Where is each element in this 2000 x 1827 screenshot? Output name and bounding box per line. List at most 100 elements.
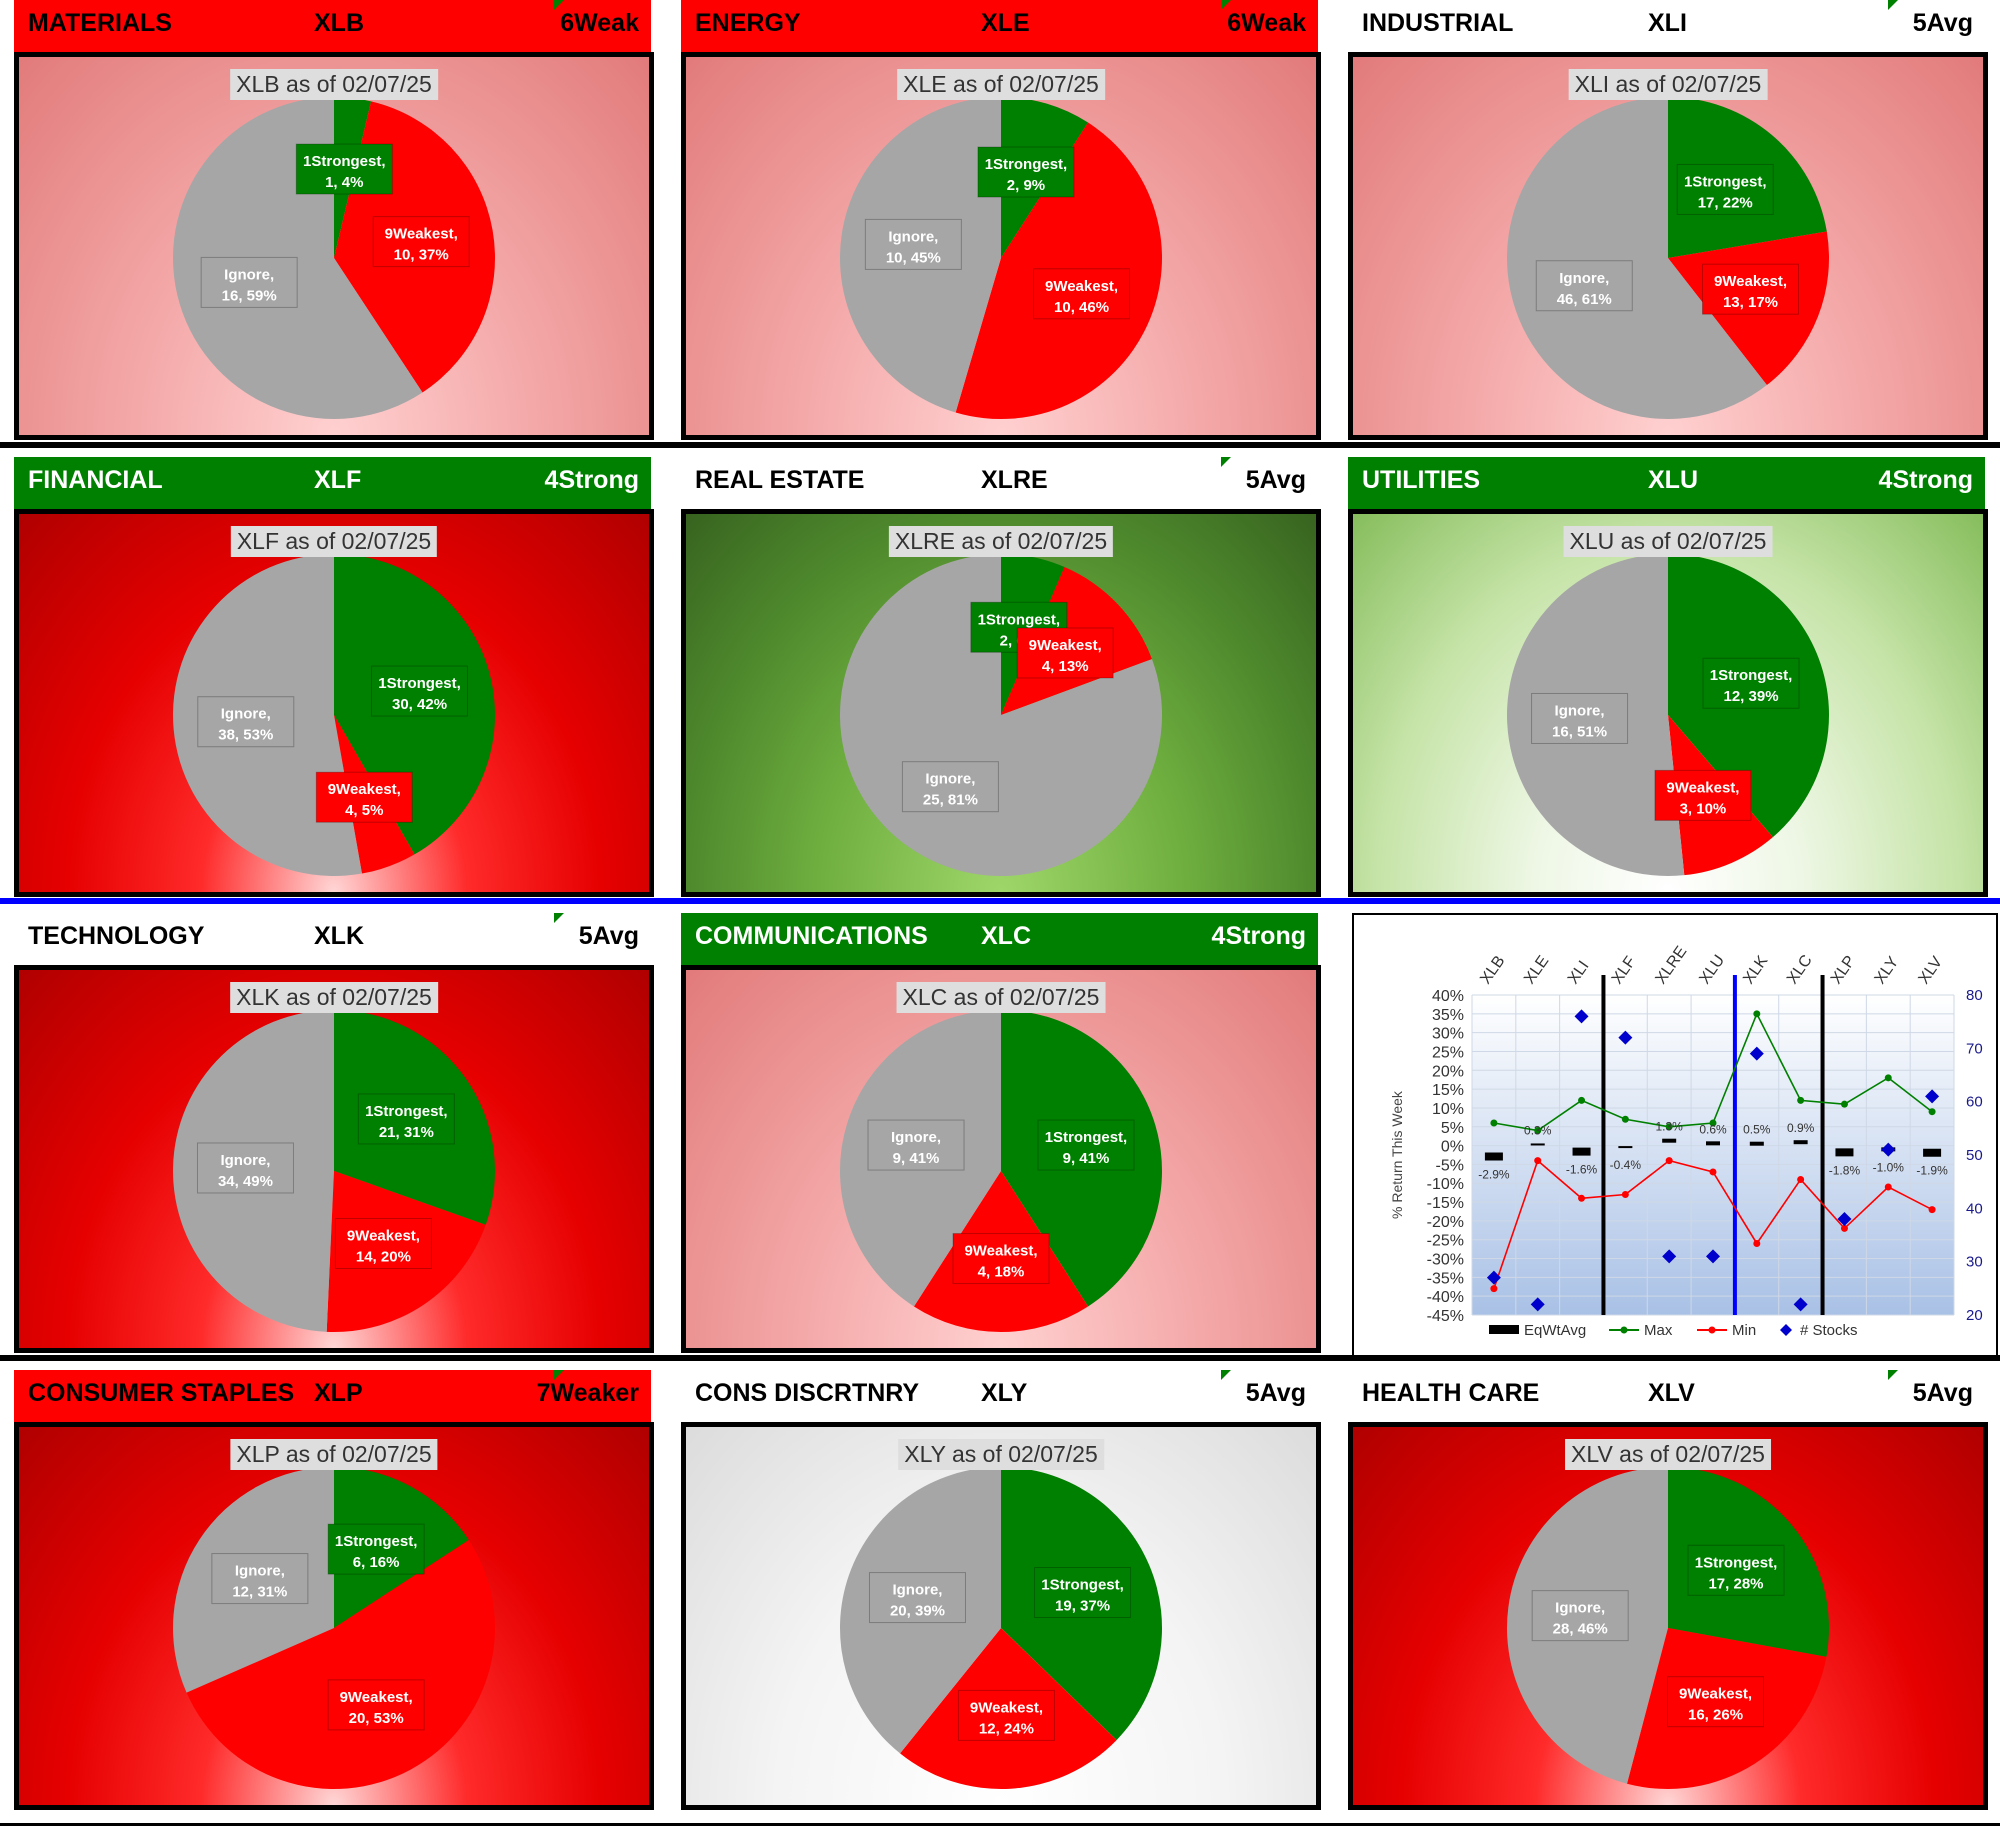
label-strongest: 1Strongest, 9, 41% — [1037, 1119, 1135, 1171]
eqwtavg-marker — [1706, 1141, 1720, 1146]
label-value: 10, 45% — [886, 249, 941, 266]
label-weakest: 9Weakest, 10, 37% — [372, 216, 470, 268]
max-series-point — [1534, 1127, 1542, 1135]
sector-name: HEALTH CARE — [1362, 1379, 1540, 1407]
label-box — [1033, 268, 1131, 320]
label-value: 19, 37% — [1055, 1597, 1110, 1614]
min-series-point — [1665, 1157, 1673, 1165]
comment-marker — [554, 1370, 564, 1380]
row-separator-3 — [0, 1355, 2000, 1361]
pie-chart-box: 1Strongest, 21, 31% 9Weakest, 14, 20% Ignore… — [14, 965, 654, 1353]
label-box — [1667, 1676, 1765, 1728]
eqwtavg-marker — [1923, 1148, 1942, 1157]
y-tick-label: 15% — [1432, 1082, 1464, 1099]
stocks-marker — [1618, 1030, 1633, 1045]
eqwtavg-marker — [1749, 1141, 1764, 1146]
label-category: 9Weakest, — [385, 226, 458, 243]
label-category: 1Strongest, — [1695, 1554, 1778, 1571]
label-weakest: 9Weakest, 20, 53% — [327, 1679, 425, 1731]
rating-label: 6Weak — [1227, 9, 1306, 37]
category-label: XLK — [1740, 953, 1771, 988]
rating-label: 5Avg — [1912, 9, 1973, 37]
min-series-point — [1928, 1206, 1936, 1214]
label-ignore: Ignore, 34, 49% — [196, 1142, 294, 1194]
label-value: 1, 4% — [325, 174, 363, 191]
pie-chart-xlk: 1Strongest, 21, 31% 9Weakest, 14, 20% Ignore… — [172, 1010, 496, 1332]
panel-header: REAL ESTATE XLRE 5Avg — [681, 457, 1318, 509]
label-weakest: 9Weakest, 14, 20% — [334, 1217, 432, 1269]
legend-min-dot — [1708, 1326, 1716, 1334]
panel-xlv: HEALTH CARE XLV 5Avg 1Strongest, 17, 28% 9Wea… — [1334, 1370, 1988, 1810]
label-box — [1531, 1590, 1629, 1642]
panel-xlf: FINANCIAL XLF 4Strong 1Strongest, 30, 42% 9We… — [0, 457, 654, 897]
eqwtavg-label: -1.0% — [1873, 1160, 1905, 1174]
eqwtavg-label: 0.5% — [1743, 1123, 1771, 1137]
label-category: 1Strongest, — [1045, 1129, 1128, 1146]
label-box — [327, 1523, 425, 1575]
legend-stocks-label: # Stocks — [1800, 1322, 1858, 1339]
label-category: 1Strongest, — [978, 611, 1061, 628]
label-ignore: Ignore, 9, 41% — [867, 1119, 965, 1171]
category-label: XLC — [1784, 952, 1816, 987]
label-category: Ignore, — [1555, 702, 1605, 719]
category-label: XLV — [1915, 953, 1946, 987]
y-tick-label: 35% — [1432, 1007, 1464, 1024]
label-category: Ignore, — [221, 706, 271, 723]
pie-chart-box: 1Strongest, 6, 16% 9Weakest, 20, 53% Ignore,… — [14, 1422, 654, 1810]
label-value: 17, 22% — [1698, 194, 1753, 211]
sector-name: COMMUNICATIONS — [695, 922, 928, 950]
label-value: 38, 53% — [218, 727, 273, 744]
label-value: 3, 10% — [1680, 800, 1727, 817]
legend-max-dot — [1620, 1326, 1628, 1334]
y-tick-label: 10% — [1432, 1101, 1464, 1118]
rating-label: 5Avg — [1245, 466, 1306, 494]
label-value: 17, 28% — [1708, 1575, 1763, 1592]
legend-eqwtavg-label: EqWtAvg — [1524, 1322, 1586, 1339]
max-series-point — [1490, 1119, 1498, 1127]
pie-chart-xly: 1Strongest, 19, 37% 9Weakest, 12, 24% Ignore… — [840, 1467, 1162, 1789]
eqwtavg-marker — [1572, 1147, 1591, 1156]
label-value: 12, 31% — [232, 1584, 287, 1601]
label-box — [1016, 627, 1114, 679]
y2-tick-label: 50 — [1966, 1147, 1983, 1164]
max-series-point — [1665, 1123, 1673, 1131]
sector-name: FINANCIAL — [28, 466, 163, 494]
comment-marker — [1221, 1370, 1231, 1380]
panel-header: ENERGY XLE 6Weak — [681, 0, 1318, 52]
stocks-marker — [1793, 1297, 1808, 1312]
ticker-symbol: XLE — [981, 9, 1030, 37]
label-value: 4, 18% — [978, 1264, 1025, 1281]
eqwtavg-marker — [1835, 1148, 1854, 1157]
panel-xli: INDUSTRIAL XLI 5Avg 1Strongest, 17, 22% 9Weak… — [1334, 0, 1988, 440]
ticker-symbol: XLB — [314, 9, 364, 37]
label-value: 25, 81% — [923, 792, 978, 809]
label-ignore: Ignore, 10, 45% — [864, 218, 962, 270]
label-category: 1Strongest, — [378, 675, 461, 692]
label-value: 2, 9% — [1007, 177, 1045, 194]
y-tick-label: -40% — [1427, 1289, 1464, 1306]
min-series-point — [1840, 1224, 1848, 1232]
label-category: 9Weakest, — [1666, 779, 1739, 796]
label-weakest: 9Weakest, 13, 17% — [1701, 263, 1799, 315]
sector-name: ENERGY — [695, 9, 801, 37]
label-value: 16, 59% — [222, 287, 277, 304]
category-label: XLY — [1872, 953, 1903, 987]
chart-legend: EqWtAvg Max Min # Stocks — [1489, 1322, 1858, 1339]
bottom-separator — [0, 1823, 2000, 1826]
comment-marker — [1888, 1370, 1898, 1380]
y-tick-label: 30% — [1432, 1026, 1464, 1043]
rating-label: 6Weak — [560, 9, 639, 37]
y-axis-title: % Return This Week — [1389, 1090, 1405, 1219]
rating-label: 5Avg — [578, 922, 639, 950]
panel-xlb: MATERIALS XLB 6Weak 1Strongest, 1, 4% 9Weakes… — [0, 0, 654, 440]
ticker-symbol: XLY — [981, 1379, 1028, 1407]
pie-chart-box: 1Strongest, 12, 39% 9Weakest, 3, 10% Ignore,… — [1348, 509, 1988, 897]
label-category: 1Strongest, — [985, 156, 1068, 173]
y-tick-label: -30% — [1427, 1252, 1464, 1269]
label-box — [211, 1553, 309, 1605]
label-category: Ignore, — [224, 266, 274, 283]
label-category: 9Weakest, — [1679, 1686, 1752, 1703]
label-weakest: 9Weakest, 16, 26% — [1667, 1676, 1765, 1728]
stocks-marker — [1706, 1249, 1720, 1264]
label-box — [1037, 1119, 1135, 1171]
